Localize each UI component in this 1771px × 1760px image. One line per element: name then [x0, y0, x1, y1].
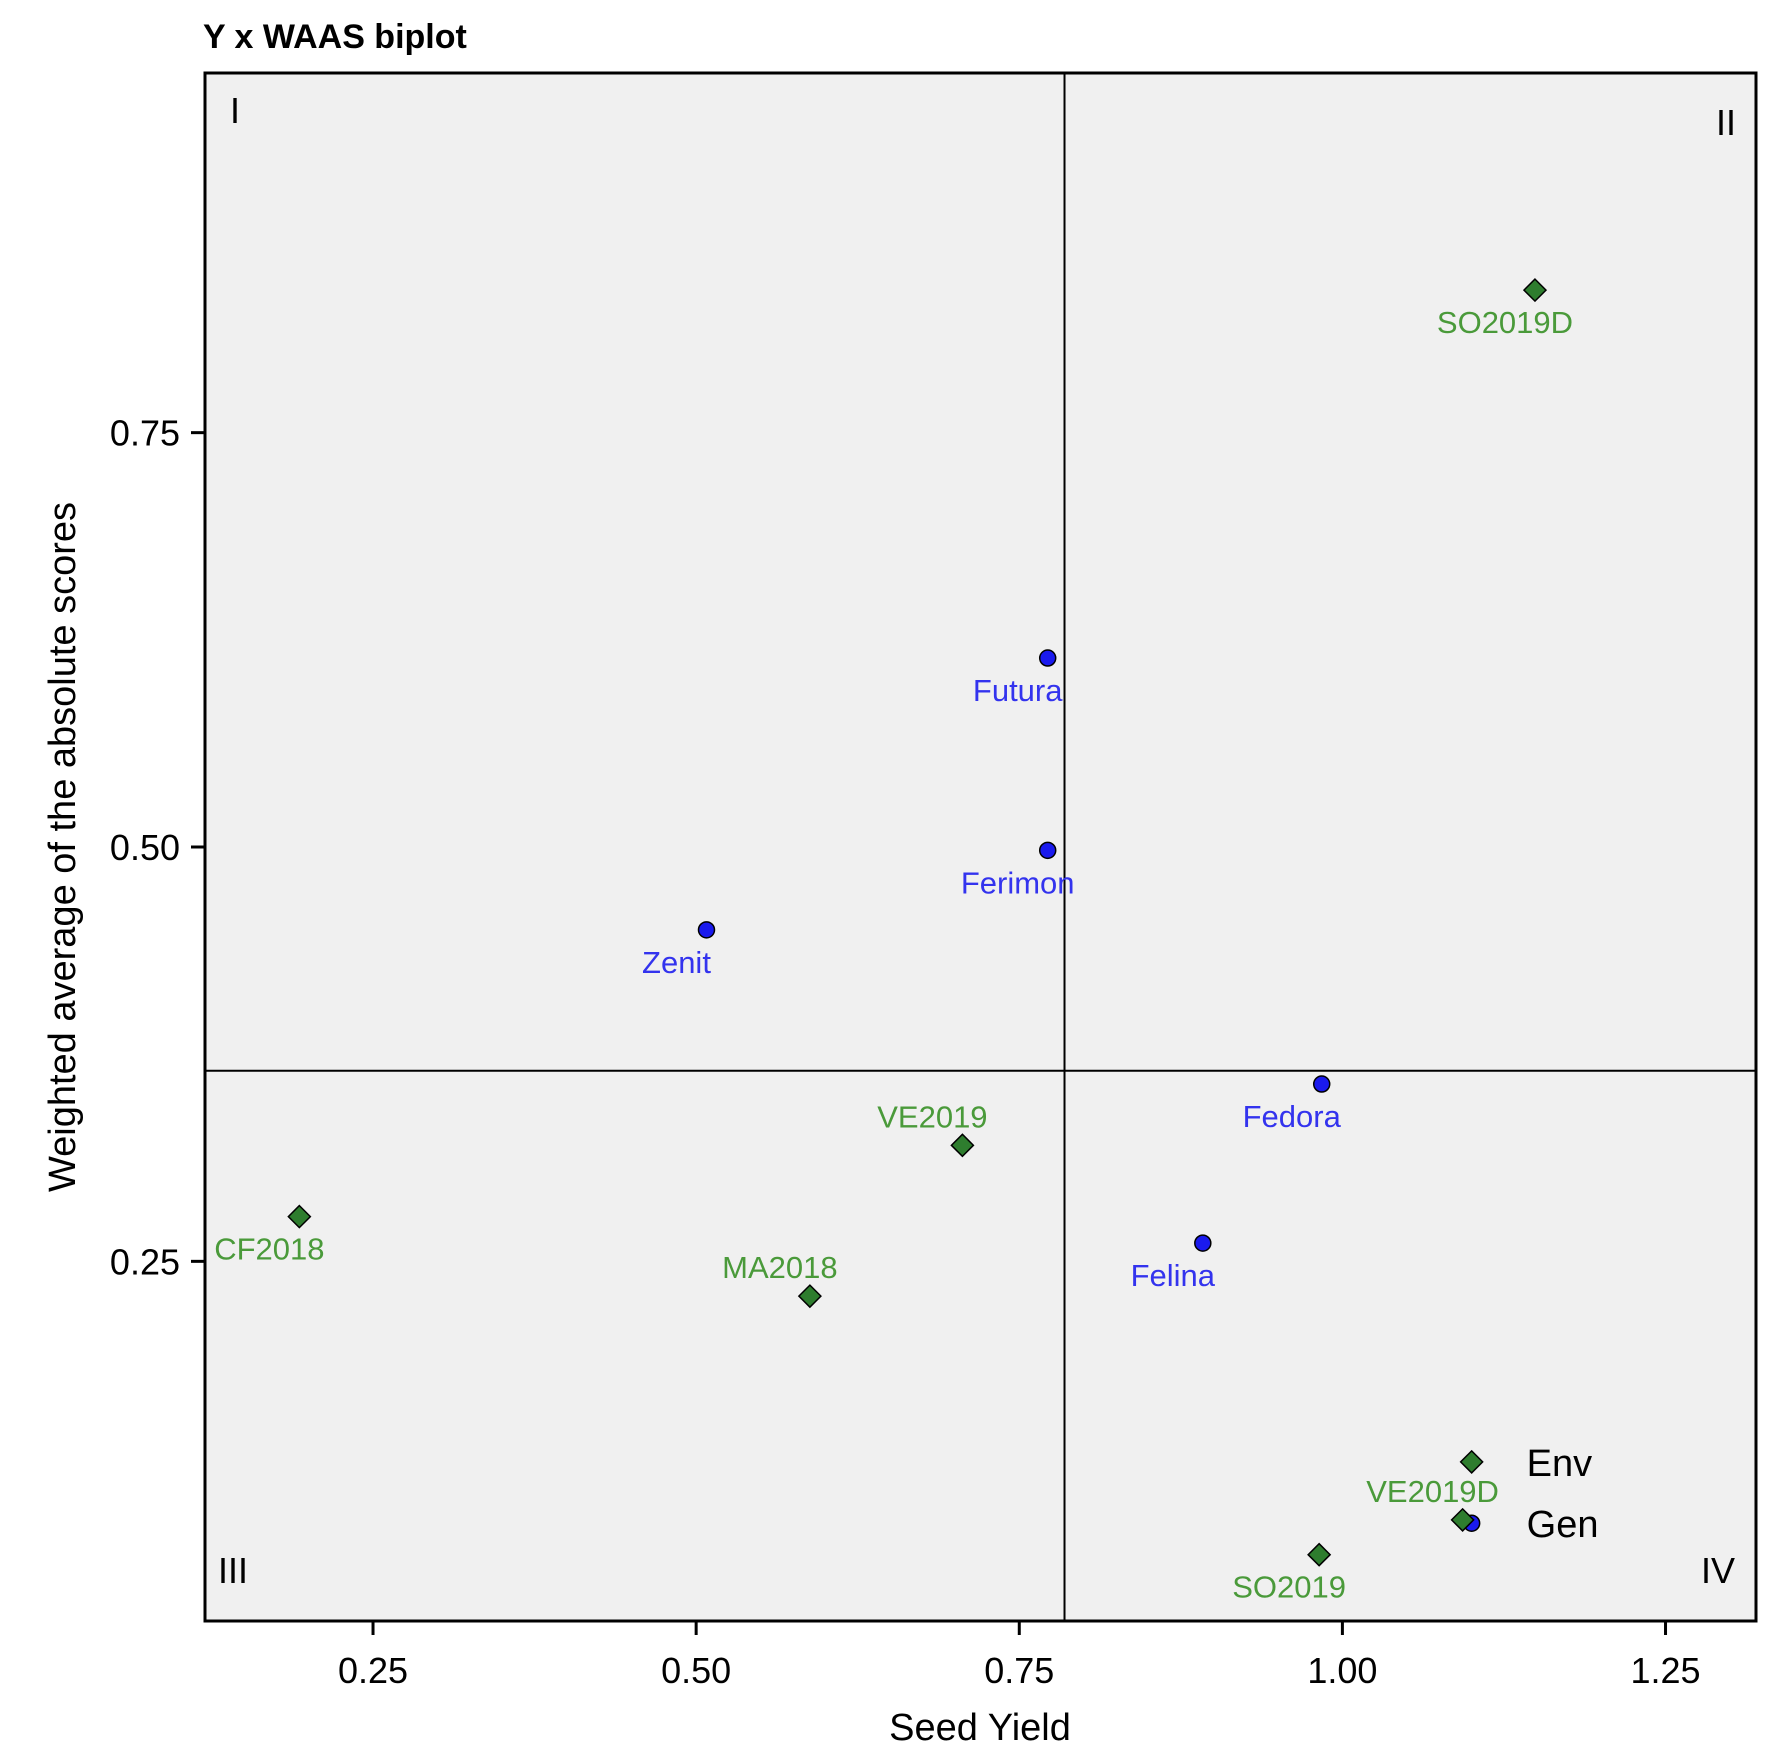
genotype-point [697, 921, 716, 939]
genotype-label: Felina [1131, 1258, 1216, 1293]
legend-env-label: Env [1527, 1443, 1592, 1485]
y-axis: 0.25 0.50 0.75 [110, 413, 205, 1282]
environment-label: VE2019D [1366, 1474, 1499, 1509]
genotype-label: Fedora [1243, 1099, 1342, 1134]
environment-label: MA2018 [722, 1250, 837, 1285]
x-tick-label: 1.00 [1307, 1650, 1377, 1691]
genotype-point [1038, 841, 1057, 860]
genotype-point [1312, 1075, 1331, 1093]
environment-label: CF2018 [214, 1232, 324, 1267]
environment-label: SO2019 [1232, 1570, 1346, 1605]
x-tick-label: 0.75 [984, 1650, 1054, 1691]
quadrant-label: I [230, 90, 240, 131]
genotype-point [1038, 649, 1057, 667]
environment-point [950, 1133, 975, 1158]
genotype-point [1194, 1234, 1212, 1252]
x-tick-label: 1.25 [1630, 1650, 1700, 1691]
environment-label: VE2019 [877, 1099, 987, 1134]
genotype-label: Futura [973, 673, 1063, 708]
genotype-label: Zenit [642, 945, 711, 980]
chart-title: Y x WAAS biplot [203, 18, 467, 56]
plot-panel [205, 73, 1756, 1621]
genotype-label: Ferimon [961, 865, 1075, 900]
y-tick-label: 0.25 [110, 1241, 180, 1282]
environment-point [1522, 278, 1548, 303]
environment-point [1450, 1507, 1475, 1532]
quadrant-label: IV [1701, 1550, 1735, 1591]
x-axis: 0.25 0.50 0.75 1.00 1.25 [338, 1621, 1701, 1691]
x-tick-label: 0.50 [661, 1650, 731, 1691]
y-tick-label: 0.75 [110, 413, 180, 454]
y-axis-title: Weighted average of the absolute scores [42, 502, 84, 1192]
environment-point [1459, 1449, 1484, 1474]
quadrant-label: III [218, 1550, 248, 1591]
x-tick-label: 0.25 [338, 1650, 408, 1691]
environment-point [287, 1204, 312, 1229]
environment-point [1307, 1542, 1332, 1567]
y-tick-label: 0.50 [110, 827, 180, 868]
quadrant-label: II [1716, 102, 1736, 143]
legend-gen-label: Gen [1527, 1504, 1599, 1546]
plot-border [203, 71, 1758, 1623]
environment-point [797, 1284, 822, 1309]
environment-label: SO2019D [1437, 305, 1573, 340]
x-axis-title: Seed Yield [889, 1707, 1071, 1749]
